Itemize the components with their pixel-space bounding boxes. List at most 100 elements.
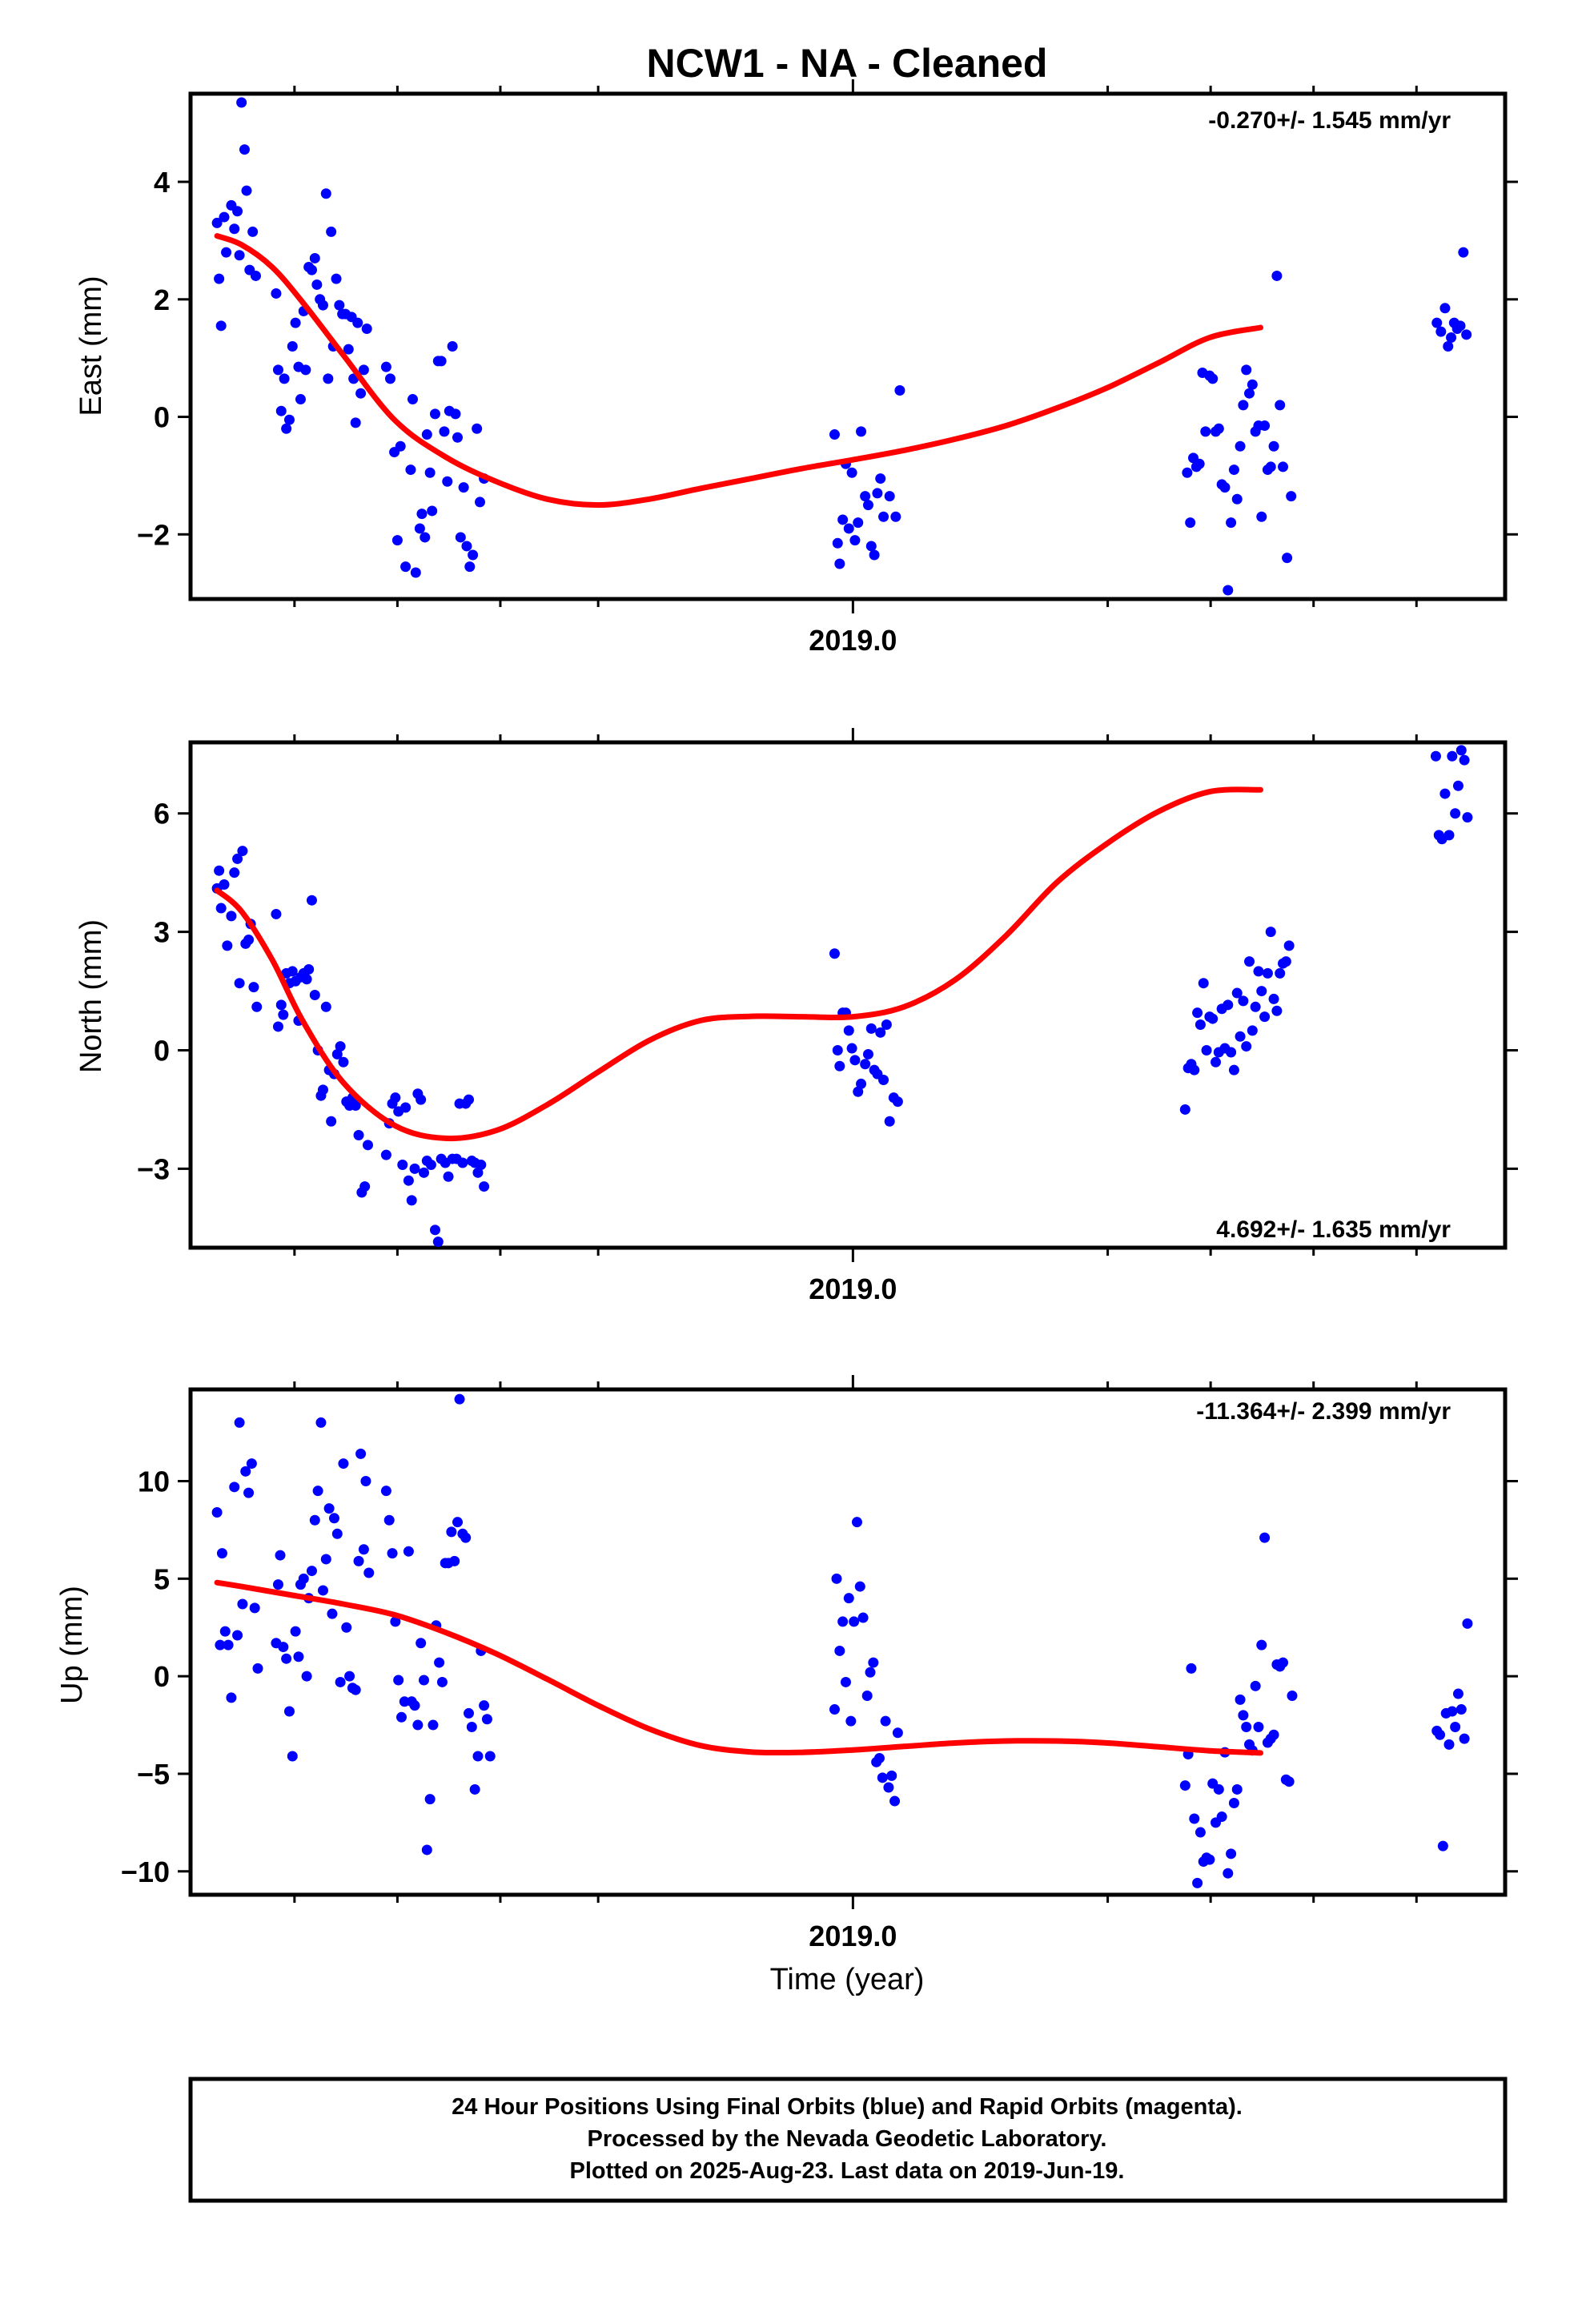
east-data-point xyxy=(1461,329,1472,340)
east-data-point xyxy=(1431,317,1443,328)
north-data-point xyxy=(878,1074,889,1085)
north-data-point xyxy=(1430,750,1441,762)
up-data-point xyxy=(312,1486,323,1497)
north-data-point xyxy=(429,1224,440,1236)
up-data-point xyxy=(1283,1776,1295,1787)
up-data-point xyxy=(479,1700,490,1711)
east-data-point xyxy=(1226,517,1237,529)
north-y-tick-label: 0 xyxy=(154,1035,170,1068)
east-data-point xyxy=(1458,247,1469,258)
east-data-point xyxy=(395,440,406,452)
north-data-point xyxy=(1241,1041,1252,1052)
up-data-point xyxy=(1228,1797,1239,1808)
up-fit-curve xyxy=(214,1579,1263,1756)
up-data-point xyxy=(1213,1783,1224,1795)
up-data-point xyxy=(298,1573,309,1584)
up-data-point xyxy=(460,1532,472,1543)
east-data-point xyxy=(1182,467,1193,478)
north-data-point xyxy=(287,966,298,977)
east-data-point xyxy=(352,317,363,328)
footer-frame xyxy=(188,2077,1508,2203)
north-data-point xyxy=(326,1116,337,1127)
east-data-point xyxy=(1223,585,1234,596)
north-data-point xyxy=(1275,967,1286,979)
east-data-point xyxy=(420,532,431,543)
east-data-point xyxy=(358,364,369,376)
up-data-point xyxy=(1216,1811,1227,1823)
north-data-point xyxy=(1244,956,1255,967)
east-y-tick-label: 0 xyxy=(154,401,170,434)
up-data-point xyxy=(1250,1680,1261,1691)
up-data-point xyxy=(1435,1729,1446,1740)
up-data-point xyxy=(843,1593,854,1604)
east-data-point xyxy=(214,273,225,284)
x-axis-label: Time (year) xyxy=(770,1963,925,1996)
east-data-point xyxy=(1241,364,1252,376)
east-data-point xyxy=(1443,341,1454,352)
up-data-point xyxy=(350,1684,361,1695)
up-data-point xyxy=(436,1676,448,1687)
east-data-point xyxy=(837,514,849,525)
east-data-point xyxy=(884,491,895,502)
east-data-point xyxy=(309,252,320,263)
north-data-point xyxy=(397,1159,408,1170)
north-data-point xyxy=(1452,780,1464,791)
east-data-point xyxy=(279,373,290,384)
up-data-point xyxy=(873,1752,885,1763)
east-rate-label: -0.270+/- 1.545 mm/yr xyxy=(1208,107,1451,134)
east-data-point xyxy=(232,206,243,217)
up-data-point xyxy=(390,1616,401,1627)
up-data-point xyxy=(416,1638,427,1649)
up-data-point xyxy=(449,1555,460,1566)
up-data-point xyxy=(309,1514,320,1526)
east-data-point xyxy=(1238,400,1249,411)
north-data-point xyxy=(884,1116,895,1127)
east-data-point xyxy=(219,211,230,223)
footer-line-2: Processed by the Nevada Geodetic Laborat… xyxy=(588,2126,1107,2152)
up-data-point xyxy=(865,1667,876,1678)
up-data-point xyxy=(383,1514,395,1526)
up-panel: Up (mm) -11.364+/- 2.399 mm/yr 2019.0 −10… xyxy=(55,1375,1518,1952)
north-data-point xyxy=(1447,750,1458,762)
east-data-point xyxy=(236,97,247,108)
north-data-point xyxy=(1250,1001,1261,1012)
up-data-point xyxy=(226,1692,237,1703)
up-y-tick-label: 10 xyxy=(138,1466,170,1498)
north-data-point xyxy=(1207,1013,1219,1024)
up-data-point xyxy=(446,1526,457,1538)
east-data-point xyxy=(1259,420,1271,432)
up-data-point xyxy=(463,1707,474,1719)
up-data-point xyxy=(249,1602,260,1614)
east-data-point xyxy=(468,549,479,561)
east-data-point xyxy=(350,417,361,428)
up-data-point xyxy=(1189,1813,1200,1824)
up-data-point xyxy=(428,1719,439,1731)
east-data-point xyxy=(1231,493,1243,505)
north-data-point xyxy=(275,999,287,1011)
up-data-point xyxy=(393,1675,404,1686)
up-data-point xyxy=(1179,1780,1191,1791)
north-data-point xyxy=(1265,927,1276,938)
east-data-point xyxy=(317,300,328,311)
east-data-point xyxy=(829,429,840,440)
up-data-point xyxy=(469,1783,480,1795)
up-data-point xyxy=(851,1517,862,1528)
up-data-point xyxy=(358,1544,369,1555)
east-data-point xyxy=(1200,426,1211,437)
up-data-point xyxy=(219,1626,231,1637)
east-data-point xyxy=(272,364,283,376)
east-data-point xyxy=(474,497,485,508)
north-data-point xyxy=(1439,788,1451,799)
north-rate-label: 4.692+/- 1.635 mm/yr xyxy=(1216,1216,1451,1243)
east-data-point xyxy=(1265,461,1276,472)
up-data-point xyxy=(1459,1733,1470,1744)
north-data-point xyxy=(320,1001,331,1012)
north-data-point xyxy=(843,1025,854,1036)
north-data-point xyxy=(1268,993,1279,1004)
east-data-point xyxy=(300,364,311,376)
east-data-point xyxy=(447,341,458,352)
up-data-point xyxy=(831,1573,842,1584)
east-data-point xyxy=(331,273,342,284)
up-data-point xyxy=(1452,1688,1464,1699)
north-data-point xyxy=(271,908,282,919)
